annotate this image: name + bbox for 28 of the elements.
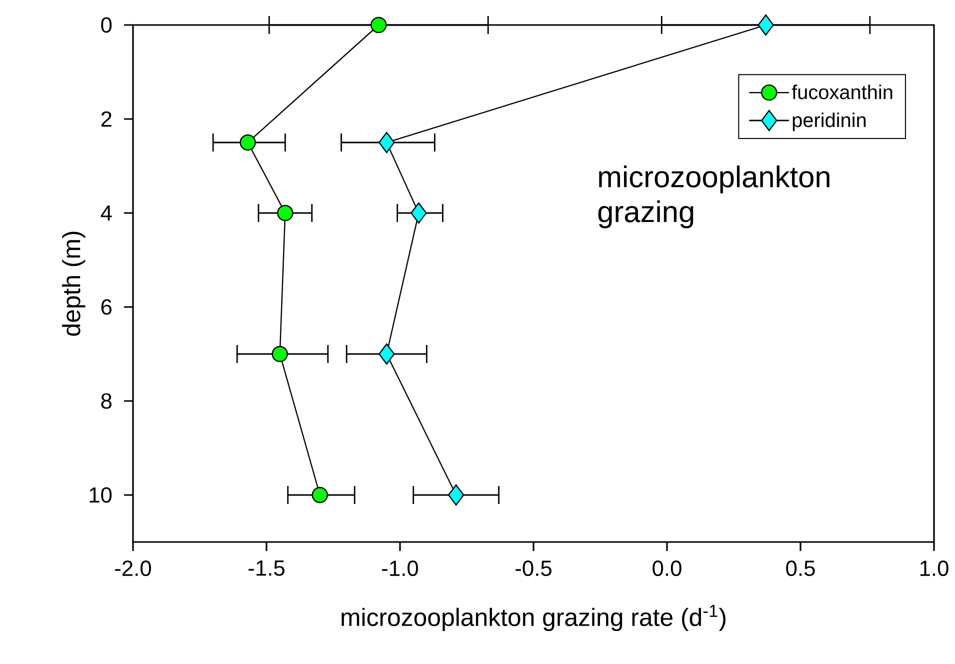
x-tick-label: 1.0 <box>920 560 948 576</box>
y-tick-label: 6 <box>101 299 112 315</box>
point <box>410 202 427 224</box>
point <box>378 132 395 154</box>
point <box>448 484 464 506</box>
annotation: microzooplankton grazing <box>598 166 830 228</box>
y-tick-label: 0 <box>101 17 112 33</box>
point <box>312 486 328 504</box>
x-tick-label: -1.5 <box>248 560 284 576</box>
x-tick-label: -1.0 <box>382 560 418 576</box>
point <box>370 16 387 34</box>
point <box>240 134 256 151</box>
y-tick-label: 8 <box>101 393 112 409</box>
y-tick-label: 10 <box>90 487 112 503</box>
legend-label: peridinin <box>792 112 866 132</box>
x-axis-title: microzooplankton grazing rate (d$^{-1}$) <box>342 604 726 632</box>
x-tick-label: 0.5 <box>786 560 815 576</box>
x-tick-label: 0.0 <box>652 560 682 576</box>
y-axis-title: depth (m) <box>62 232 86 336</box>
point <box>277 204 294 222</box>
point <box>378 343 395 365</box>
y-tick-label: 4 <box>100 205 112 221</box>
point <box>272 346 288 362</box>
y-tick-label: 2 <box>101 111 112 127</box>
x-tick-label: -0.5 <box>516 560 552 576</box>
x-tick-label: -2.0 <box>115 560 152 576</box>
legend-label: fucoxanthin <box>792 84 892 100</box>
point <box>758 14 774 36</box>
